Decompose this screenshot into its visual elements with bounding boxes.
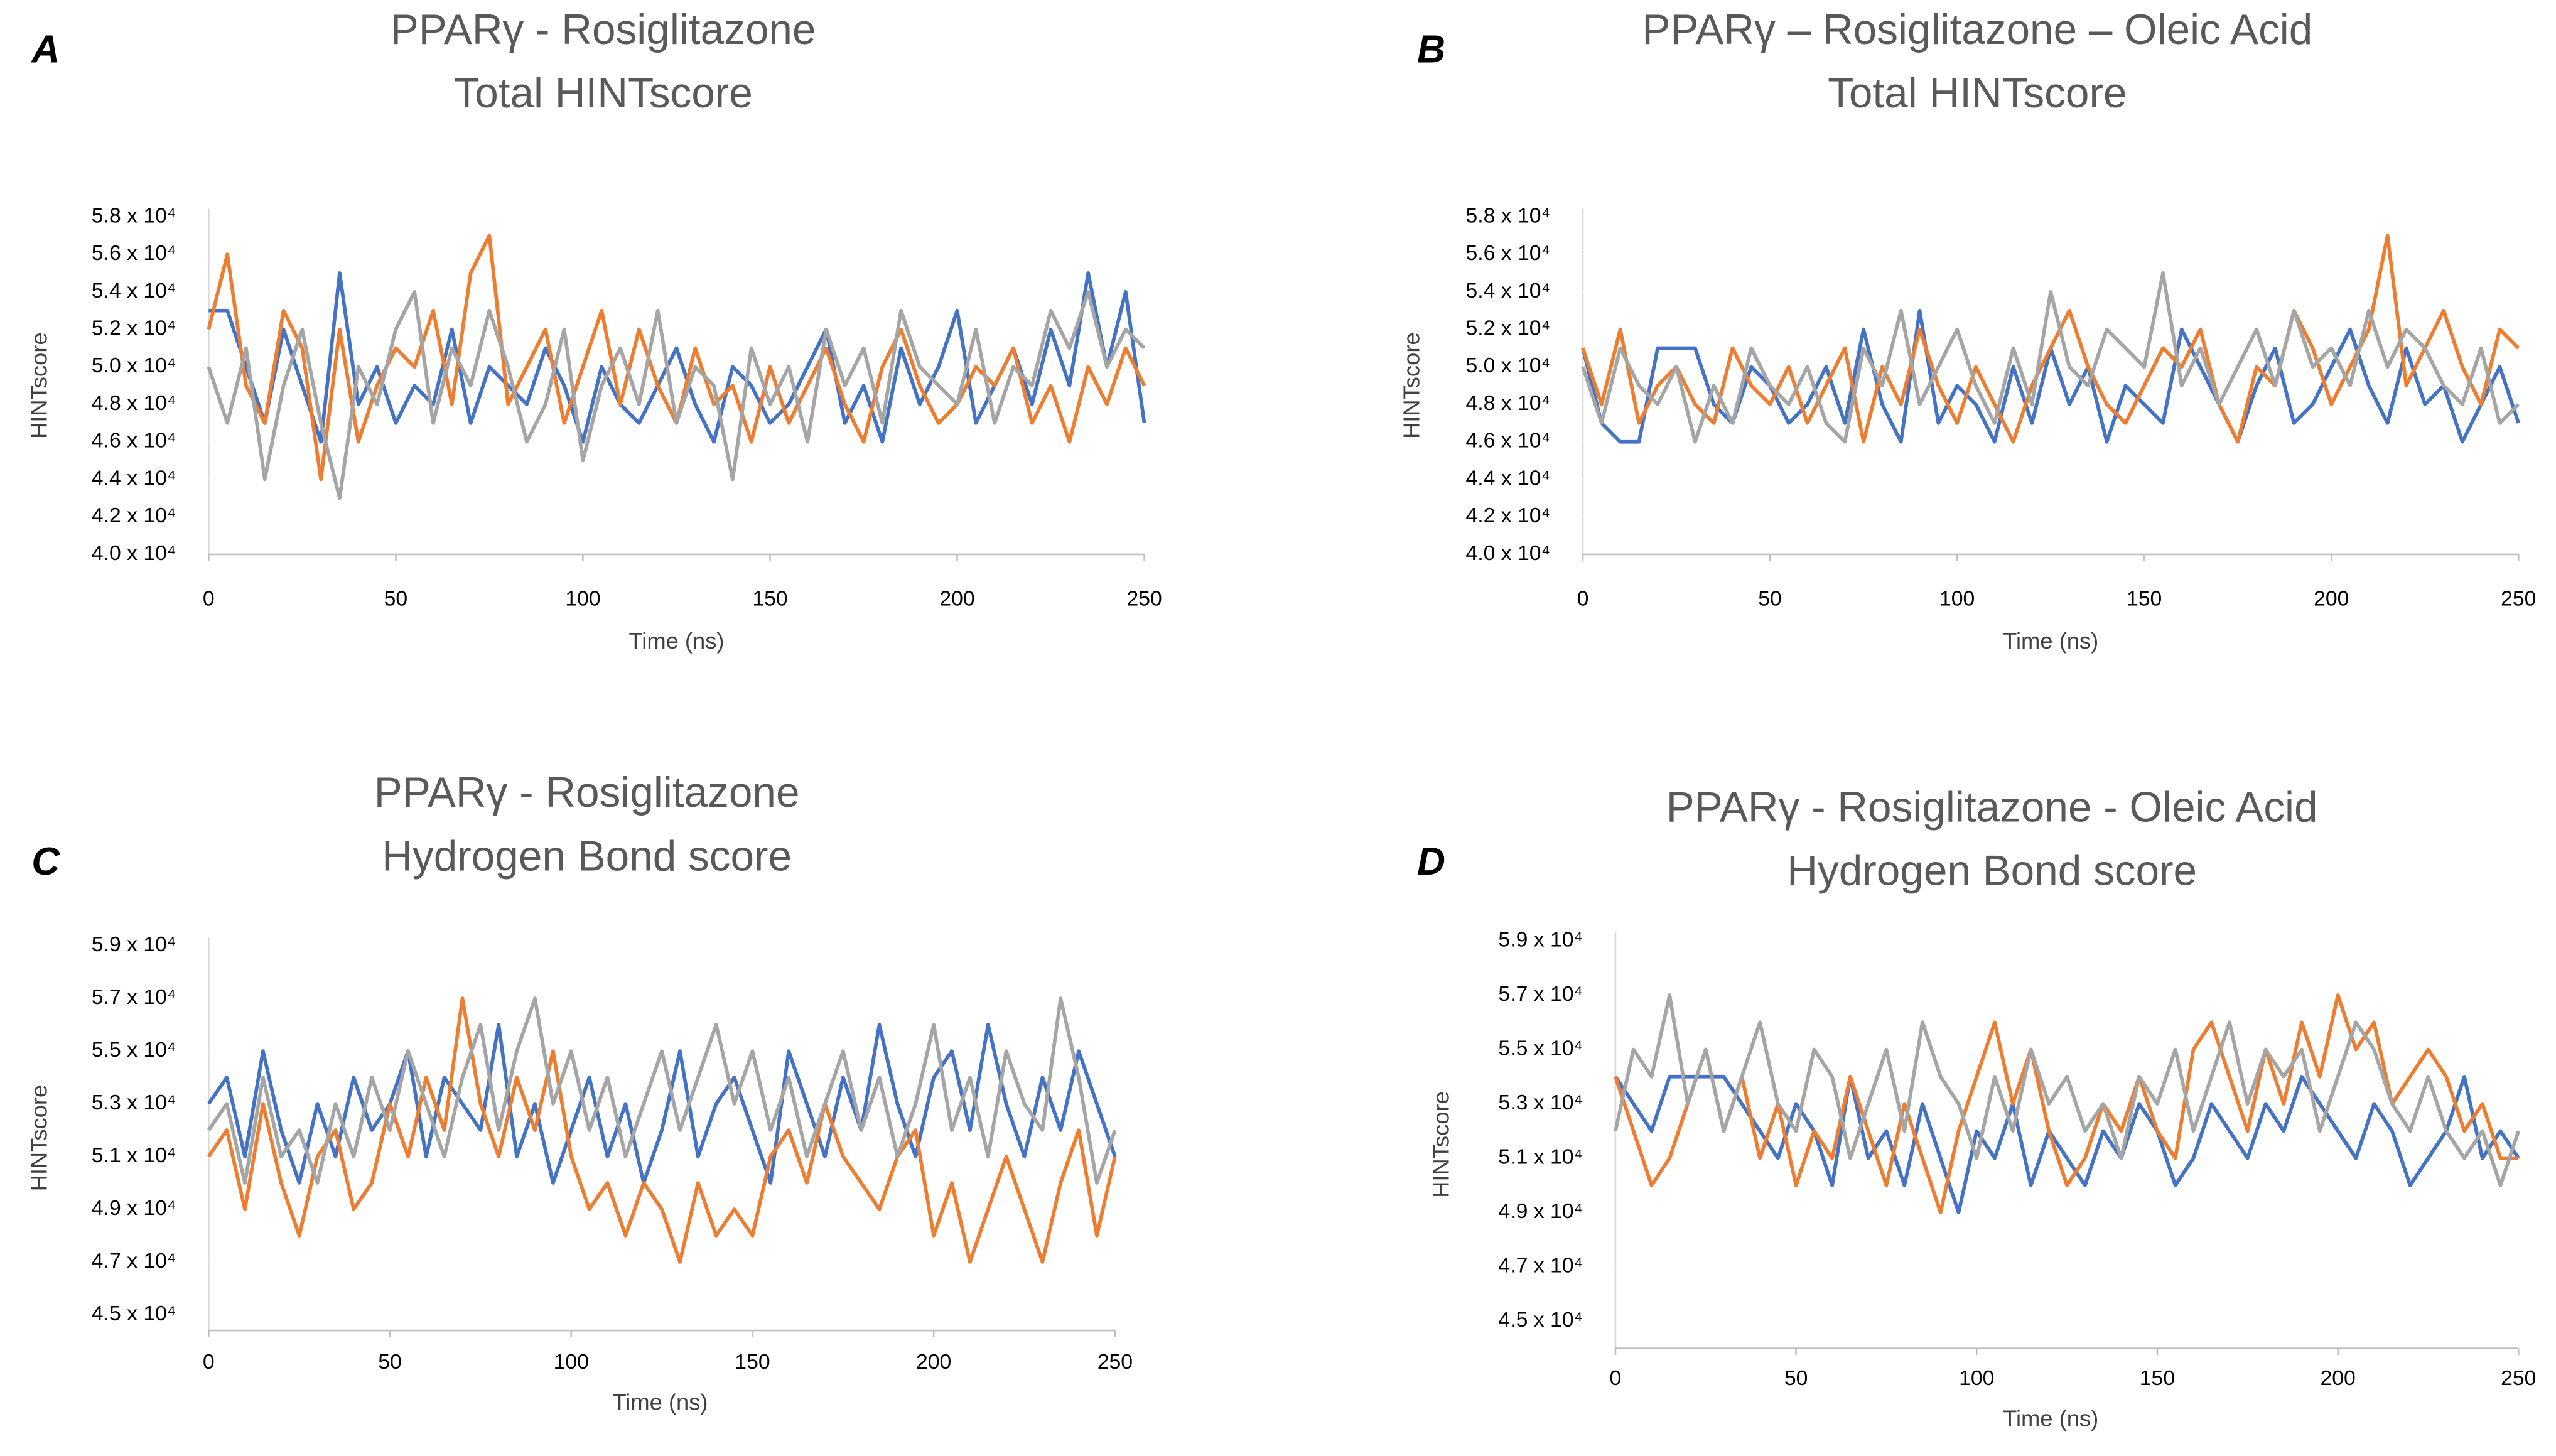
y-tick-label: 4.8 x 10⁴ xyxy=(92,391,176,415)
x-tick-label: 250 xyxy=(2501,1366,2536,1390)
x-tick-label: 50 xyxy=(1758,587,1782,611)
y-tick-label: 5.4 x 10⁴ xyxy=(1466,279,1551,303)
x-tick-label: 200 xyxy=(2314,587,2349,611)
x-tick-label: 150 xyxy=(2127,587,2162,611)
y-tick-label: 4.7 x 10⁴ xyxy=(1498,1254,1583,1278)
y-tick-label: 5.4 x 10⁴ xyxy=(92,279,176,303)
y-axis-title: HINTscore xyxy=(1428,1091,1453,1198)
y-tick-label: 5.2 x 10⁴ xyxy=(92,316,176,340)
x-axis-title: Time (ns) xyxy=(612,1389,708,1415)
y-axis-title: HINTscore xyxy=(1399,332,1425,439)
y-tick-label: 4.4 x 10⁴ xyxy=(92,466,176,490)
chart-title: PPARγ - Rosiglitazone xyxy=(391,6,816,53)
x-axis-title: Time (ns) xyxy=(2003,628,2098,654)
x-tick-label: 200 xyxy=(916,1350,951,1374)
x-tick-label: 0 xyxy=(203,1350,215,1374)
y-tick-label: 5.9 x 10⁴ xyxy=(1498,927,1583,951)
x-tick-label: 250 xyxy=(1097,1350,1133,1374)
y-tick-label: 4.4 x 10⁴ xyxy=(1466,466,1551,490)
x-tick-label: 100 xyxy=(554,1350,589,1374)
y-tick-label: 5.8 x 10⁴ xyxy=(92,203,176,227)
data-line xyxy=(1614,993,2519,1215)
panel-label: D xyxy=(1417,840,1445,883)
x-tick-label: 50 xyxy=(1784,1366,1808,1390)
y-tick-label: 4.7 x 10⁴ xyxy=(92,1249,176,1273)
x-tick-label: 250 xyxy=(1126,587,1162,611)
chart-subtitle: Total HINTscore xyxy=(453,70,752,117)
y-tick-label: 5.3 x 10⁴ xyxy=(92,1091,176,1114)
chart-subtitle: Total HINTscore xyxy=(1828,70,2127,117)
x-tick-label: 250 xyxy=(2501,587,2536,611)
y-tick-label: 4.5 x 10⁴ xyxy=(92,1302,176,1325)
y-tick-label: 5.7 x 10⁴ xyxy=(1498,982,1583,1006)
y-tick-label: 4.8 x 10⁴ xyxy=(1466,391,1551,415)
y-tick-label: 5.0 x 10⁴ xyxy=(1466,353,1551,377)
x-tick-label: 100 xyxy=(565,587,600,611)
x-tick-label: 100 xyxy=(1939,587,1975,611)
data-line xyxy=(1581,308,2520,444)
y-axis-title: HINTscore xyxy=(26,1085,52,1192)
data-line xyxy=(207,996,1117,1264)
y-tick-label: 5.9 x 10⁴ xyxy=(92,932,176,956)
y-tick-label: 5.7 x 10⁴ xyxy=(92,985,176,1009)
x-tick-label: 0 xyxy=(1610,1366,1622,1390)
y-tick-label: 5.0 x 10⁴ xyxy=(92,353,176,377)
chart-subtitle: Hydrogen Bond score xyxy=(1787,848,2197,895)
y-tick-label: 4.2 x 10⁴ xyxy=(1466,504,1551,527)
x-tick-label: 150 xyxy=(752,587,787,611)
y-tick-label: 5.8 x 10⁴ xyxy=(1466,203,1551,227)
panel-label: B xyxy=(1417,28,1445,72)
chart-subtitle: Hydrogen Bond score xyxy=(382,833,792,880)
x-tick-label: 0 xyxy=(1577,587,1589,611)
y-tick-label: 5.6 x 10⁴ xyxy=(1466,241,1551,265)
x-axis-title: Time (ns) xyxy=(628,628,724,654)
x-tick-label: 150 xyxy=(735,1350,770,1374)
y-tick-label: 5.3 x 10⁴ xyxy=(1498,1091,1583,1114)
panel-label: A xyxy=(30,28,60,72)
y-tick-label: 4.5 x 10⁴ xyxy=(1498,1308,1583,1332)
data-line xyxy=(1614,1074,2520,1215)
y-tick-label: 5.2 x 10⁴ xyxy=(1466,316,1551,340)
panel-label: C xyxy=(31,840,60,883)
data-line xyxy=(1581,271,2520,444)
data-line xyxy=(207,289,1146,500)
x-tick-label: 150 xyxy=(2140,1366,2175,1390)
data-line xyxy=(207,1023,1117,1185)
y-tick-label: 4.6 x 10⁴ xyxy=(1466,429,1551,453)
y-tick-label: 5.1 x 10⁴ xyxy=(92,1143,176,1167)
y-tick-label: 4.9 x 10⁴ xyxy=(1498,1199,1583,1223)
x-tick-label: 50 xyxy=(378,1350,402,1374)
y-tick-label: 4.9 x 10⁴ xyxy=(92,1196,176,1220)
y-tick-label: 5.5 x 10⁴ xyxy=(1498,1036,1583,1060)
x-tick-label: 200 xyxy=(2320,1366,2355,1390)
x-axis-title: Time (ns) xyxy=(2003,1405,2098,1431)
x-tick-label: 50 xyxy=(384,587,408,611)
x-tick-label: 100 xyxy=(1959,1366,1994,1390)
y-tick-label: 4.6 x 10⁴ xyxy=(92,429,176,453)
y-tick-label: 4.0 x 10⁴ xyxy=(92,541,176,565)
chart-title: PPARγ – Rosiglitazone – Oleic Acid xyxy=(1642,6,2312,53)
x-tick-label: 0 xyxy=(203,587,215,611)
y-tick-label: 4.2 x 10⁴ xyxy=(92,504,176,527)
y-tick-label: 5.5 x 10⁴ xyxy=(92,1038,176,1062)
y-tick-label: 5.1 x 10⁴ xyxy=(1498,1145,1583,1169)
y-axis-title: HINTscore xyxy=(26,332,52,439)
y-tick-label: 4.0 x 10⁴ xyxy=(1466,541,1551,565)
data-line xyxy=(207,996,1117,1185)
x-tick-label: 200 xyxy=(939,587,974,611)
chart-title: PPARγ - Rosiglitazone xyxy=(374,769,800,816)
chart-title: PPARγ - Rosiglitazone - Oleic Acid xyxy=(1666,784,2318,831)
data-line xyxy=(1614,993,2520,1187)
y-tick-label: 5.6 x 10⁴ xyxy=(92,241,176,265)
